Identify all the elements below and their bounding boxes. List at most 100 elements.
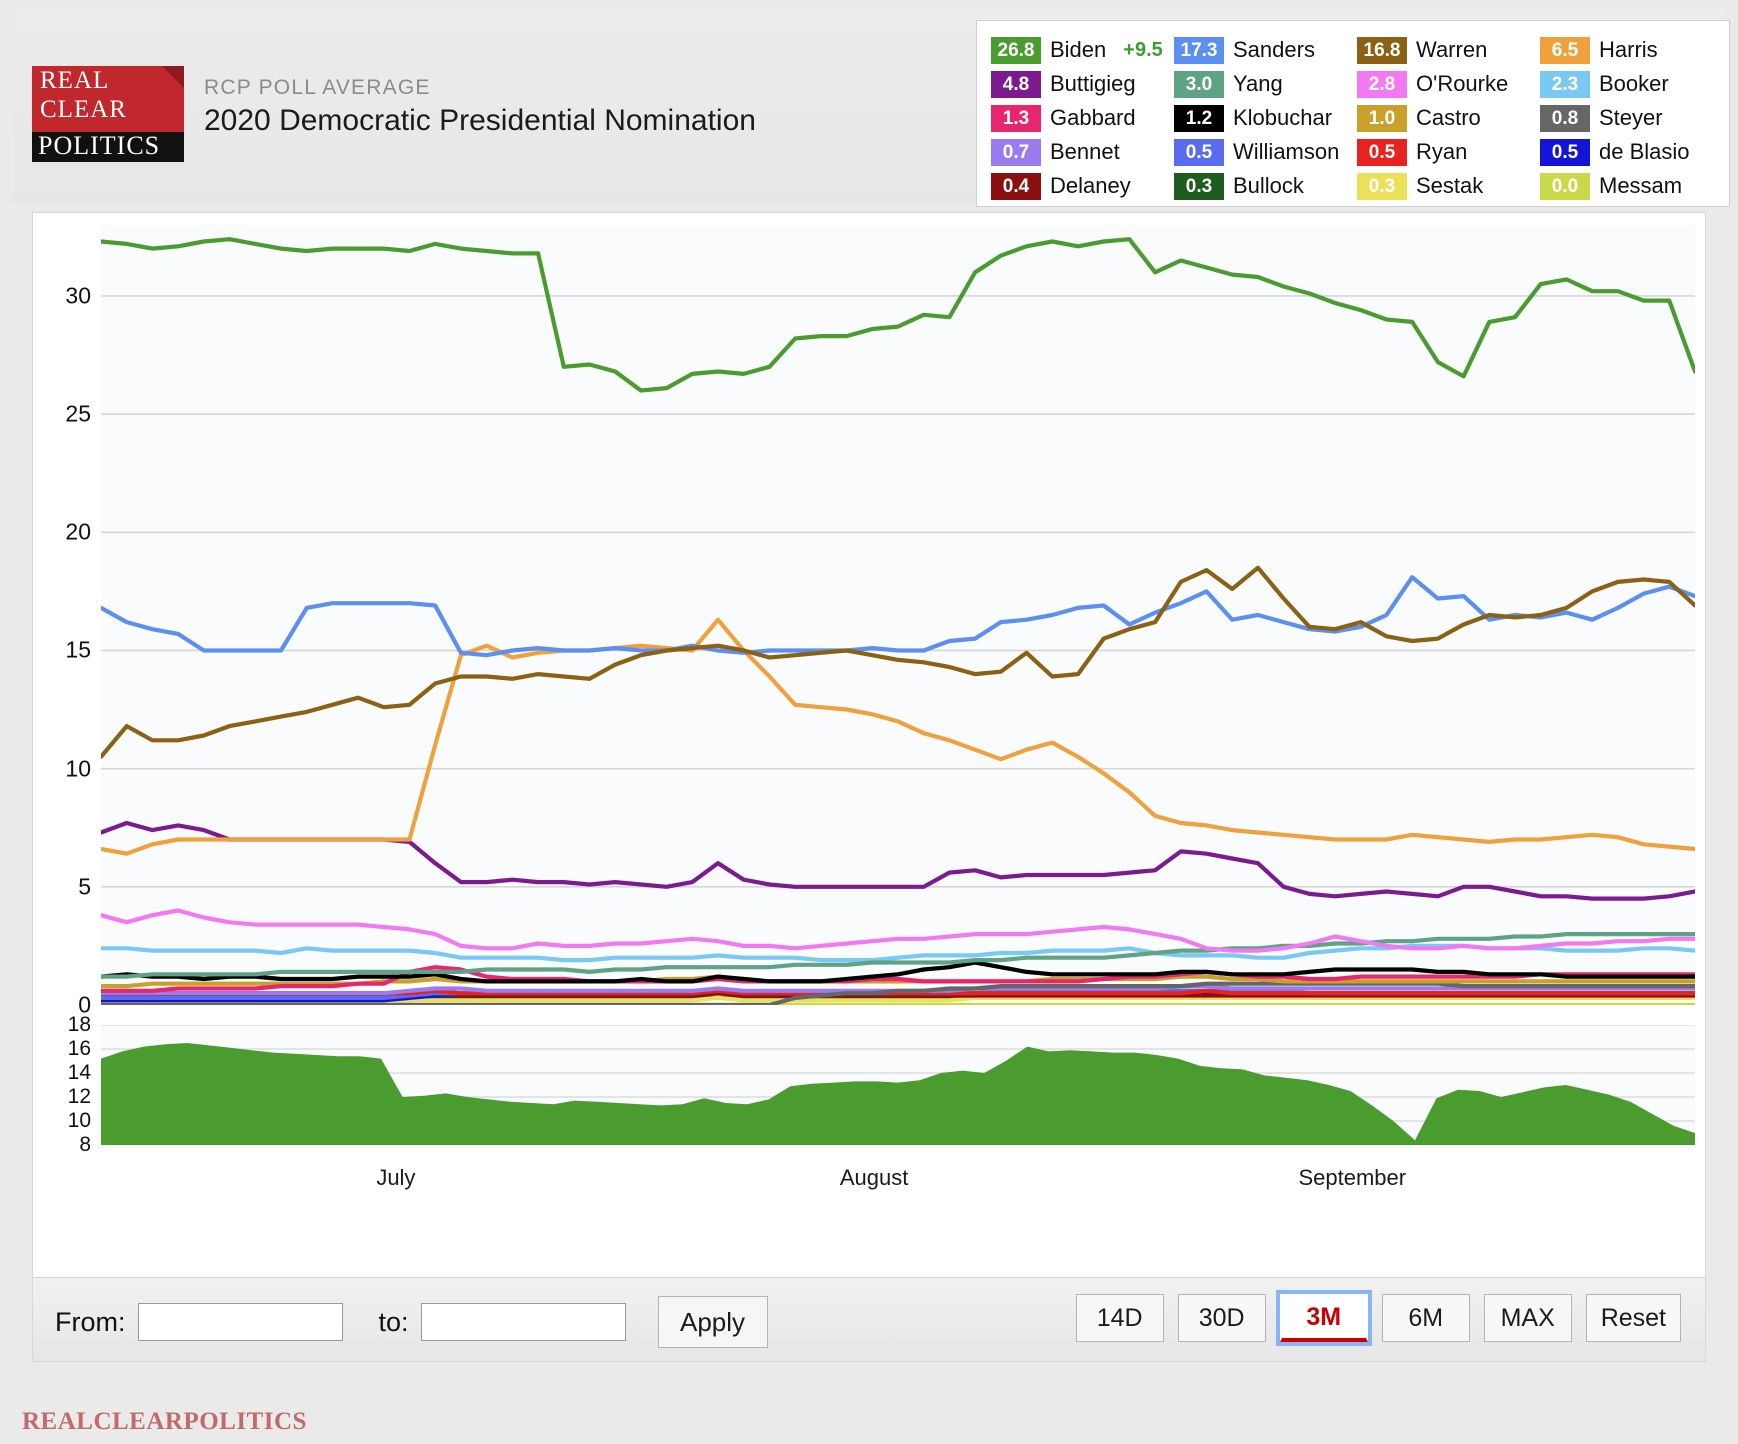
legend-value-chip: 0.4 bbox=[991, 172, 1041, 200]
legend-candidate-name: Steyer bbox=[1599, 105, 1663, 130]
realclearpolitics-logo: REAL CLEAR POLITICS bbox=[32, 66, 184, 162]
legend-candidate-name: Williamson bbox=[1233, 139, 1340, 164]
header: REAL CLEAR POLITICS RCP POLL AVERAGE 202… bbox=[14, 8, 1730, 207]
legend-value-chip: 0.5 bbox=[1357, 138, 1407, 166]
legend-delta: +9.5 bbox=[1123, 38, 1163, 61]
legend-value-chip: 0.5 bbox=[1174, 138, 1224, 166]
series-line-harris bbox=[101, 617, 1695, 856]
legend-candidate-name: Sestak bbox=[1416, 173, 1484, 198]
y-tick-label: 10 bbox=[65, 755, 91, 782]
y-tick-label: 20 bbox=[65, 518, 91, 545]
legend-value-chip: 0.8 bbox=[1540, 104, 1590, 132]
legend-value-chip: 0.0 bbox=[1540, 172, 1590, 200]
legend-candidate-name: Warren bbox=[1416, 37, 1488, 62]
legend-item-harris[interactable]: 6.5 Harris bbox=[1540, 33, 1719, 67]
legend-candidate-name: Booker bbox=[1599, 71, 1669, 96]
legend-candidate-name: Sanders bbox=[1233, 37, 1315, 62]
y-tick-label: 0 bbox=[78, 991, 91, 1018]
series-line-klobuchar bbox=[101, 960, 1695, 984]
series-line-steyer bbox=[101, 981, 1695, 1005]
legend-item-booker[interactable]: 2.3 Booker bbox=[1540, 67, 1719, 101]
legend-item-castro[interactable]: 1.0 Castro bbox=[1357, 101, 1536, 135]
series-line-o-rourke bbox=[101, 908, 1695, 953]
legend-item-bennet[interactable]: 0.7 Bennet bbox=[991, 135, 1170, 169]
y-tick-label: 15 bbox=[65, 636, 91, 663]
legend-candidate-name: Klobuchar bbox=[1233, 105, 1333, 130]
y-axis: 0 5 10 15 20 25 30 bbox=[33, 225, 99, 1017]
series-line-biden bbox=[101, 237, 1695, 393]
legend-item-williamson[interactable]: 0.5 Williamson bbox=[1174, 135, 1353, 169]
legend-value-chip: 0.7 bbox=[991, 138, 1041, 166]
range-button-group: 14D 30D 3M 6M MAX Reset bbox=[1075, 1290, 1681, 1346]
navigator-y-tick-label: 16 bbox=[67, 1037, 91, 1060]
date-range-inputs: From: to: Apply bbox=[55, 1296, 768, 1348]
legend-panel: 26.8 Biden +9.5 17.3 Sanders 16.8 Warren 6.5 Har… bbox=[976, 20, 1730, 207]
legend-value-chip: 2.8 bbox=[1357, 70, 1407, 98]
legend-candidate-name: Castro bbox=[1416, 105, 1481, 130]
legend-candidate-name: Biden bbox=[1050, 37, 1107, 62]
date-range-toolbar: From: to: Apply 14D 30D 3M 6M MAX Reset bbox=[33, 1277, 1705, 1361]
from-date-input[interactable] bbox=[137, 1303, 343, 1341]
navigator-area[interactable] bbox=[101, 1025, 1695, 1145]
legend-item-sestak[interactable]: 0.3 Sestak bbox=[1357, 169, 1536, 203]
legend-item-yang[interactable]: 3.0 Yang bbox=[1174, 67, 1353, 101]
y-tick-label: 25 bbox=[65, 400, 91, 427]
range-button-reset[interactable]: Reset bbox=[1585, 1294, 1681, 1342]
navigator-y-tick-label: 18 bbox=[67, 1013, 91, 1036]
range-button-14d[interactable]: 14D bbox=[1075, 1294, 1164, 1342]
range-button-max[interactable]: MAX bbox=[1483, 1294, 1572, 1342]
logo-line-politics: POLITICS bbox=[38, 131, 161, 160]
legend-value-chip: 1.2 bbox=[1174, 104, 1224, 132]
legend-item-delaney[interactable]: 0.4 Delaney bbox=[991, 169, 1170, 203]
legend-item-messam[interactable]: 0.0 Messam bbox=[1540, 169, 1719, 203]
navigator-series-area bbox=[101, 1043, 1695, 1145]
range-button-6m[interactable]: 6M bbox=[1381, 1294, 1470, 1342]
legend-value-chip: 4.8 bbox=[991, 70, 1041, 98]
logo-bottom-block: POLITICS bbox=[32, 131, 184, 162]
legend-value-chip: 0.3 bbox=[1357, 172, 1407, 200]
x-tick-label-september: September bbox=[1298, 1165, 1407, 1190]
legend-candidate-name: Gabbard bbox=[1050, 105, 1136, 130]
series-line-sanders bbox=[101, 575, 1695, 658]
legend-item-steyer[interactable]: 0.8 Steyer bbox=[1540, 101, 1719, 135]
range-button-30d[interactable]: 30D bbox=[1177, 1294, 1266, 1342]
navigator-y-tick-label: 8 bbox=[79, 1133, 91, 1156]
legend-value-chip: 0.3 bbox=[1174, 172, 1224, 200]
legend-item-gabbard[interactable]: 1.3 Gabbard bbox=[991, 101, 1170, 135]
legend-item-biden[interactable]: 26.8 Biden +9.5 bbox=[991, 33, 1170, 67]
legend-candidate-name: Bennet bbox=[1050, 139, 1120, 164]
legend-item-warren[interactable]: 16.8 Warren bbox=[1357, 33, 1536, 67]
series-line-delaney bbox=[101, 991, 1695, 998]
legend-candidate-name: Yang bbox=[1233, 71, 1283, 96]
legend-candidate-name: Bullock bbox=[1233, 173, 1304, 198]
legend-item-de-blasio[interactable]: 0.5 de Blasio bbox=[1540, 135, 1719, 169]
footer-watermark: REALCLEARPOLITICS bbox=[22, 1408, 307, 1435]
logo-fold-corner bbox=[162, 66, 184, 88]
legend-value-chip: 17.3 bbox=[1174, 36, 1224, 64]
to-date-input[interactable] bbox=[420, 1303, 626, 1341]
legend-value-chip: 3.0 bbox=[1174, 70, 1224, 98]
page-title: 2020 Democratic Presidential Nomination bbox=[204, 104, 756, 137]
navigator-y-axis: 18 16 14 12 10 8 bbox=[33, 1013, 99, 1156]
legend-value-chip: 1.3 bbox=[991, 104, 1041, 132]
x-tick-label-july: July bbox=[376, 1165, 416, 1190]
apply-button[interactable]: Apply bbox=[657, 1296, 768, 1348]
legend-item-buttigieg[interactable]: 4.8 Buttigieg bbox=[991, 67, 1170, 101]
legend-candidate-name: Delaney bbox=[1050, 173, 1131, 198]
navigator-y-tick-label: 14 bbox=[67, 1061, 91, 1084]
legend-value-chip: 6.5 bbox=[1540, 36, 1590, 64]
range-button-3m[interactable]: 3M bbox=[1275, 1290, 1372, 1346]
legend-item-klobuchar[interactable]: 1.2 Klobuchar bbox=[1174, 101, 1353, 135]
legend-item-ryan[interactable]: 0.5 Ryan bbox=[1357, 135, 1536, 169]
legend-value-chip: 2.3 bbox=[1540, 70, 1590, 98]
legend-item-bullock[interactable]: 0.3 Bullock bbox=[1174, 169, 1353, 203]
legend-item-sanders[interactable]: 17.3 Sanders bbox=[1174, 33, 1353, 67]
legend-candidate-name: Ryan bbox=[1416, 139, 1468, 164]
legend-grid: 26.8 Biden +9.5 17.3 Sanders 16.8 Warren 6.5 Har… bbox=[991, 33, 1719, 203]
navigator-area-chart[interactable] bbox=[101, 1025, 1695, 1145]
series-line-gabbard bbox=[101, 965, 1695, 993]
from-label: From: bbox=[55, 1306, 126, 1337]
legend-item-o-rourke[interactable]: 2.8 O'Rourke bbox=[1357, 67, 1536, 101]
y-tick-label: 30 bbox=[65, 282, 91, 309]
